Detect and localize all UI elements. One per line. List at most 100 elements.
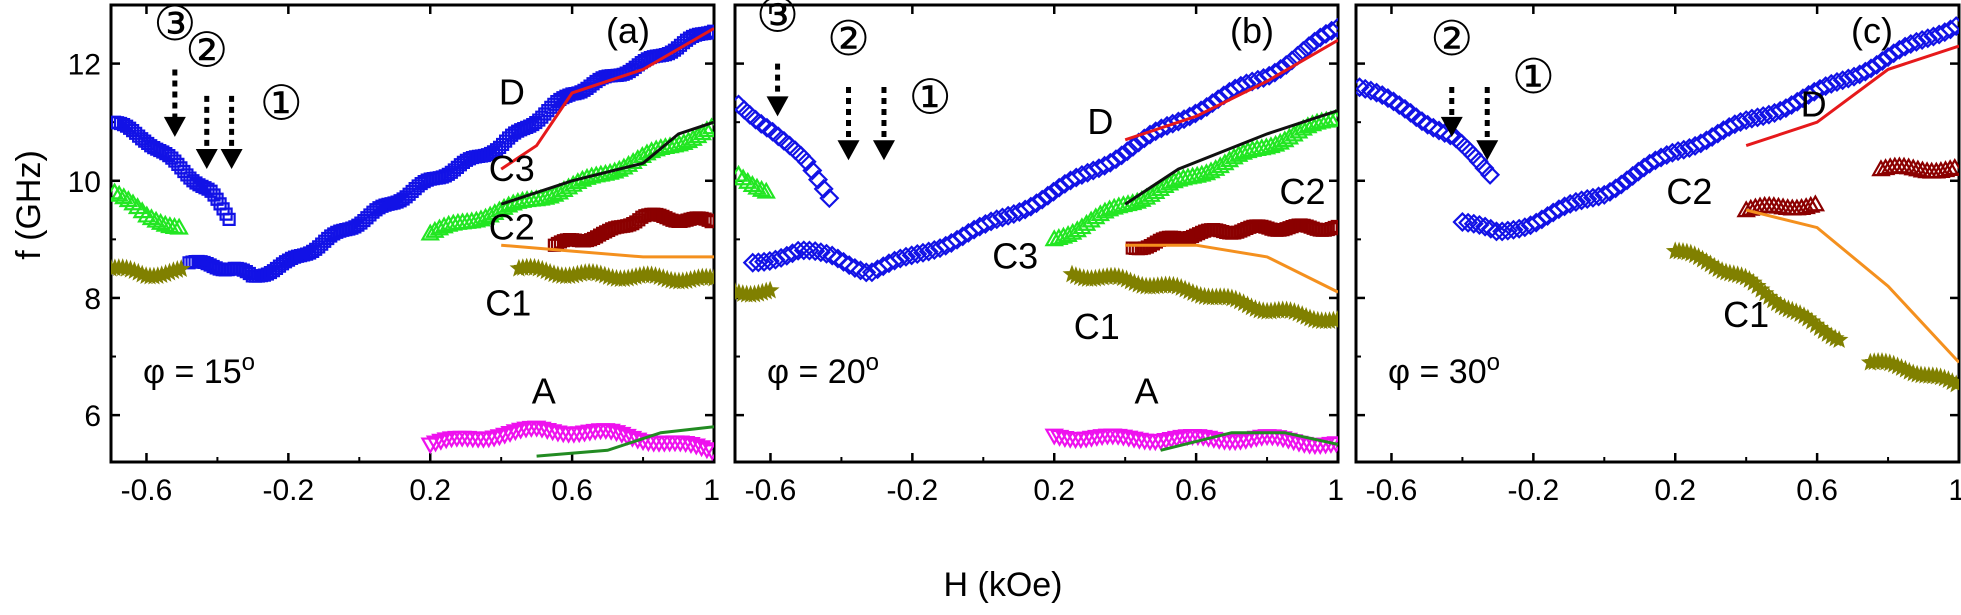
data-point-D: [275, 257, 290, 271]
data-point-D: [417, 175, 431, 189]
data-point-D: [1043, 181, 1064, 202]
data-point-C2: [632, 213, 646, 227]
data-point-C3: [756, 181, 776, 199]
data-point-C3: [1058, 224, 1078, 242]
data-point-D: [1832, 70, 1853, 91]
data-point-D: [1270, 59, 1291, 80]
data-point-C1: [704, 268, 714, 287]
data-point-D: [529, 115, 543, 130]
data-point-D: [1560, 193, 1581, 214]
data-point-D: [1423, 117, 1444, 138]
mode-label-C2: C2: [1280, 171, 1326, 212]
data-point-D: [907, 244, 928, 265]
data-point-D: [850, 260, 871, 281]
data-point-D: [562, 88, 576, 102]
mode-label-A: A: [1134, 370, 1158, 411]
mode-label-C1: C1: [1723, 294, 1769, 335]
data-point-A: [702, 444, 714, 462]
series-D: [111, 24, 714, 283]
data-point-C3: [1270, 132, 1290, 150]
data-point-C2: [1945, 157, 1959, 175]
panels-layer: -0.6 -0.2 0.2 0.6 1 6 8 10 12 D C3 C2 C1 A (a) φ = 15o ③…: [68, 0, 1961, 507]
data-point-D: [1509, 218, 1530, 239]
data-point-D: [517, 121, 531, 136]
mode-label-C1: C1: [1074, 306, 1120, 347]
data-point-D: [676, 36, 691, 50]
data-point-C1: [760, 280, 780, 299]
data-point-D: [165, 151, 179, 165]
data-point-D: [1668, 141, 1689, 162]
data-point-C3: [738, 171, 758, 189]
x-tick-label: 0.6: [1796, 474, 1838, 507]
fit-line-C2: [1745, 208, 1959, 364]
data-point-C3: [1288, 121, 1309, 139]
circled-number: ②: [185, 25, 228, 78]
data-point-D: [586, 77, 600, 91]
data-point-D: [351, 218, 365, 232]
data-point-D: [1878, 47, 1899, 68]
data-point-D: [300, 247, 314, 261]
data-point-C2: [629, 215, 643, 229]
data-point-D: [444, 165, 458, 179]
data-point-A: [1049, 429, 1070, 447]
data-point-D: [592, 72, 606, 87]
y-tick-label: 6: [84, 400, 101, 433]
data-point-C3: [1150, 178, 1170, 196]
data-point-D: [520, 120, 534, 135]
data-point-C2: [599, 225, 613, 239]
data-point-D: [1191, 100, 1212, 121]
data-point-D: [284, 251, 299, 266]
fit-line-C2: [1125, 243, 1338, 294]
field-arrow-②: ②: [185, 25, 228, 170]
series-C2: [1125, 218, 1338, 256]
data-point-D: [1122, 136, 1143, 157]
data-point-D: [281, 253, 296, 267]
plot-frame: [109, 3, 716, 464]
data-point-D: [1457, 139, 1478, 160]
fit-line-C3: [1124, 109, 1338, 206]
data-point-D: [1117, 141, 1138, 162]
data-point-C3: [114, 187, 134, 205]
circled-number: ②: [827, 13, 870, 66]
data-point-D: [765, 249, 786, 270]
data-point-D: [1753, 106, 1774, 127]
data-point-C2: [704, 215, 714, 229]
data-point-D: [408, 182, 422, 196]
fit-line-A: [536, 425, 714, 458]
data-point-C3: [742, 174, 763, 192]
circled-number: ①: [260, 77, 303, 130]
data-point-C3: [480, 205, 500, 223]
data-point-D: [685, 29, 700, 44]
data-point-C2: [701, 213, 714, 227]
data-point-C2: [1140, 240, 1154, 254]
data-point-D: [912, 242, 933, 263]
data-point-D: [1202, 93, 1223, 114]
data-point-C1: [171, 259, 191, 278]
data-point-D: [1372, 85, 1393, 106]
data-point-C2: [1195, 225, 1209, 239]
panel-tag: (c): [1851, 10, 1893, 51]
mode-label-D: D: [1801, 83, 1827, 124]
data-point-C1: [1829, 330, 1849, 349]
data-point-D: [1673, 139, 1694, 160]
data-point-D: [1128, 132, 1149, 153]
series-A: [420, 420, 714, 462]
data-point-D: [682, 31, 697, 45]
data-point-D: [839, 255, 860, 276]
data-point-D: [1026, 193, 1047, 214]
data-point-D: [514, 123, 528, 137]
data-point-A: [495, 427, 515, 445]
data-point-D: [1503, 219, 1524, 240]
series-C3: [735, 108, 1338, 247]
data-point-D: [266, 264, 281, 278]
x-tick-label: -0.2: [263, 474, 315, 507]
data-point-C3: [747, 177, 767, 195]
data-point-D: [324, 229, 338, 243]
data-point-A: [537, 422, 557, 440]
data-point-D: [901, 245, 922, 266]
data-point-D: [625, 62, 639, 77]
plot-frame: [1354, 3, 1961, 464]
data-point-C2: [602, 223, 616, 238]
x-tick-label: -0.2: [887, 474, 939, 507]
